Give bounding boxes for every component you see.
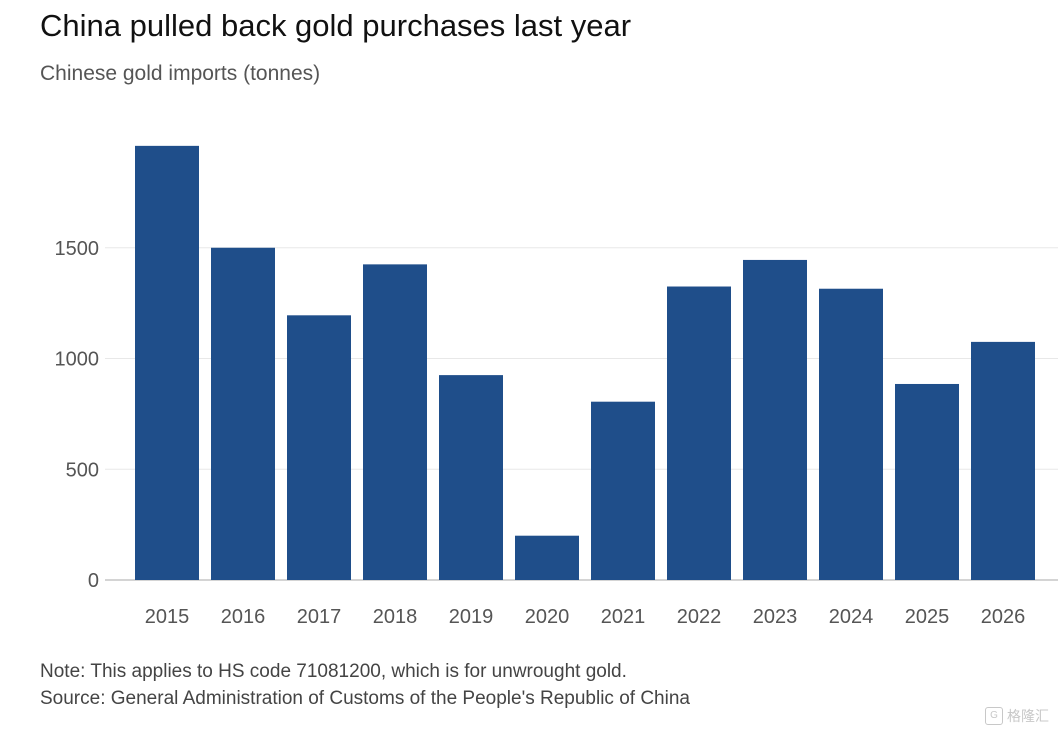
x-tick-label: 2021 [601,606,646,628]
y-tick-label: 1000 [55,349,100,371]
x-tick-label: 2015 [145,606,190,628]
bar-2025 [895,383,959,580]
chart-source: Source: General Administration of Custom… [40,688,690,709]
chart-subtitle: Chinese gold imports (tonnes) [40,62,321,85]
y-tick-labels: 0 500 1000 1500 [55,238,100,592]
chart-note: Note: This applies to HS code 71081200, … [40,661,627,682]
bar-2022 [667,286,731,580]
bar-2026 [971,341,1035,580]
x-tick-labels: 2015 2016 2017 2018 2019 2020 2021 2022 2023 2024… [145,606,1026,628]
x-tick-label: 2016 [221,606,266,628]
bar-2021 [591,401,655,580]
bar-2019 [439,375,503,580]
y-tick-label: 0 [88,570,99,592]
bar-2018 [363,264,427,580]
bar-2024 [819,288,883,580]
bar-2016 [211,247,275,580]
bars [135,145,1035,581]
bar-chart: 0 500 1000 1500 2015 2016 2017 2018 2019 2020 202… [55,145,1058,628]
x-tick-label: 2017 [297,606,342,628]
x-tick-label: 2024 [829,606,874,628]
x-tick-label: 2025 [905,606,950,628]
x-tick-label: 2023 [753,606,798,628]
x-tick-label: 2019 [449,606,494,628]
bar-2015 [135,145,199,581]
watermark: G 格隆汇 [985,706,1049,726]
bar-2020 [515,535,579,580]
y-tick-label: 1500 [55,238,100,260]
watermark-text: 格隆汇 [1007,708,1049,724]
y-tick-label: 500 [66,459,99,481]
x-tick-label: 2018 [373,606,418,628]
x-tick-label: 2026 [981,606,1026,628]
x-tick-label: 2022 [677,606,722,628]
chart-title: China pulled back gold purchases last ye… [40,8,632,43]
watermark-logo-icon: G [985,707,1003,725]
bar-2023 [743,259,807,580]
x-tick-label: 2020 [525,606,570,628]
bar-2017 [287,315,351,580]
